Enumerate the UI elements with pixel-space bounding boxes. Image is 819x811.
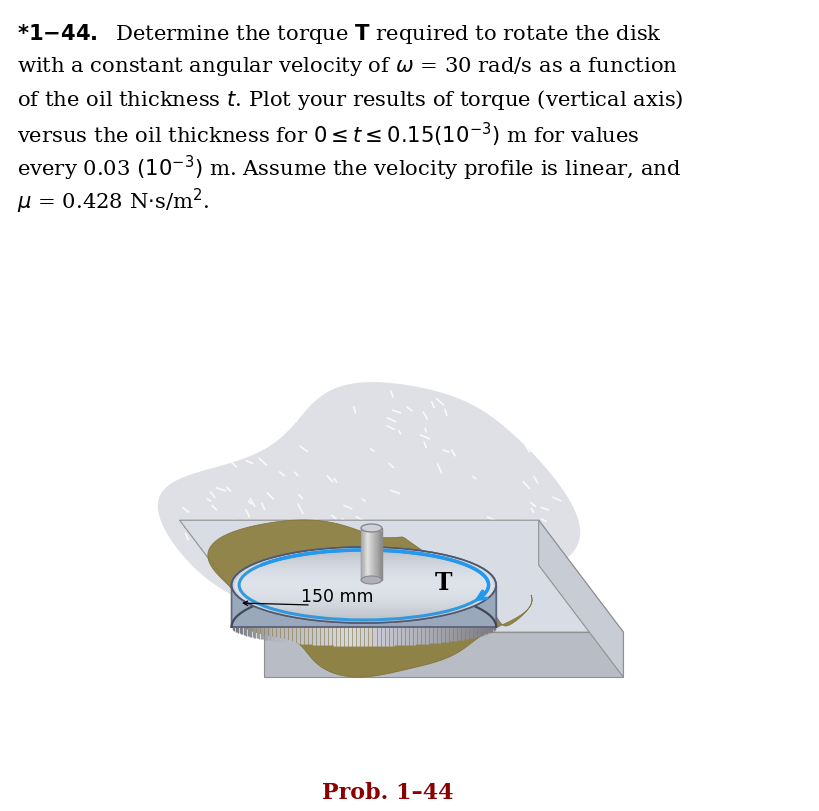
Polygon shape	[158, 382, 580, 638]
Text: versus the oil thickness for $0 \leq t \leq 0.15(10^{-3})$ m for values: versus the oil thickness for $0 \leq t \…	[17, 121, 639, 149]
Polygon shape	[360, 528, 382, 580]
Text: with a constant angular velocity of $\omega$ = 30 rad/s as a function: with a constant angular velocity of $\om…	[17, 55, 677, 78]
Text: 150 mm: 150 mm	[301, 588, 373, 606]
Ellipse shape	[360, 576, 382, 584]
Polygon shape	[207, 520, 532, 677]
Text: of the oil thickness $t$. Plot your results of torque (vertical axis): of the oil thickness $t$. Plot your resu…	[17, 88, 683, 112]
Text: $\mu$ = 0.428 N$\cdot$s/m$^2$.: $\mu$ = 0.428 N$\cdot$s/m$^2$.	[17, 187, 209, 217]
Text: T: T	[434, 571, 452, 595]
Ellipse shape	[360, 524, 382, 532]
Polygon shape	[538, 520, 622, 677]
Text: $\bf{*1{-}44.}$  Determine the torque $\bf{T}$ required to rotate the disk: $\bf{*1{-}44.}$ Determine the torque $\b…	[17, 22, 661, 46]
Polygon shape	[264, 633, 622, 677]
Text: Prob. 1–44: Prob. 1–44	[321, 782, 453, 804]
Polygon shape	[179, 520, 622, 633]
Text: every 0.03 $(10^{-3})$ m. Assume the velocity profile is linear, and: every 0.03 $(10^{-3})$ m. Assume the vel…	[17, 154, 681, 183]
Polygon shape	[231, 585, 495, 627]
Ellipse shape	[231, 547, 495, 623]
